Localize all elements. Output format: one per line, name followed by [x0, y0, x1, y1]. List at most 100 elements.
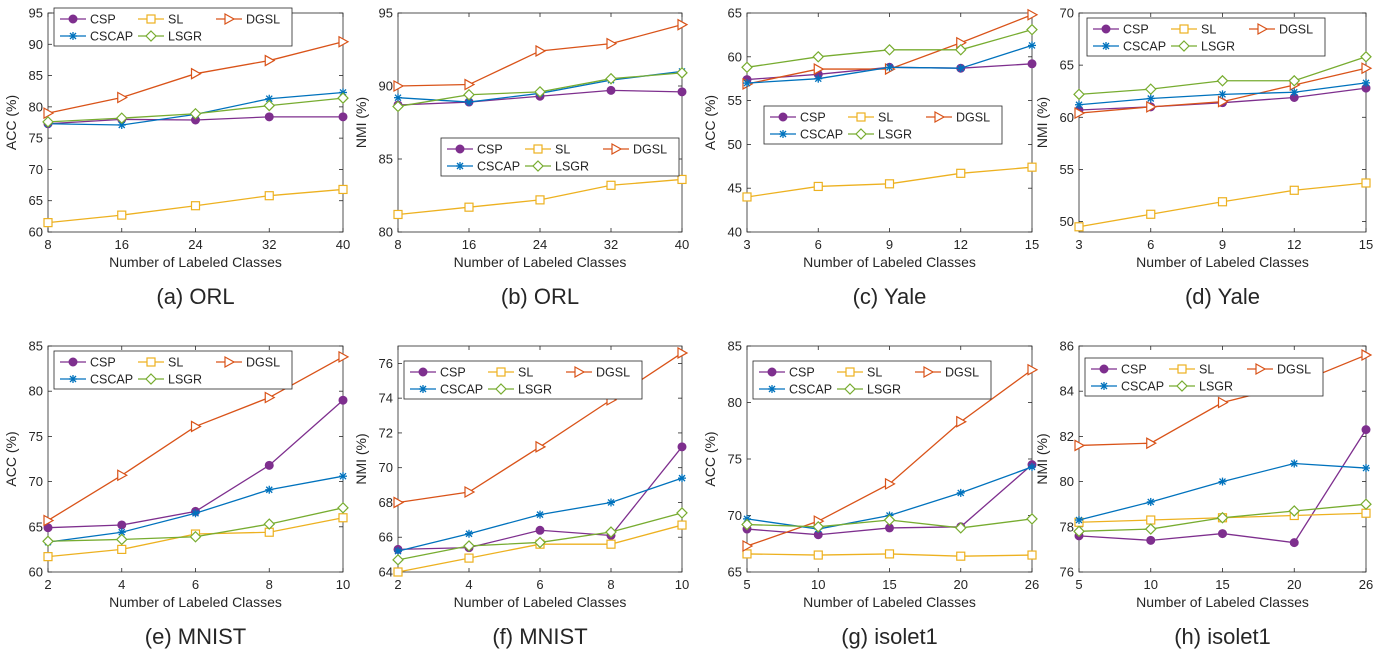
x-tick-label: 40 [675, 237, 689, 252]
data-point-lsgr [534, 85, 546, 98]
data-point-lsgr [463, 540, 475, 552]
data-point-lsgr [115, 533, 128, 546]
legend: CSP SL DGSL CSCAP LSGR [752, 360, 992, 400]
y-tick-label: 68 [379, 495, 393, 510]
legend-item-cscap: CSCAP [1091, 380, 1164, 394]
legend-marker [1178, 40, 1190, 52]
y-tick-label: 85 [379, 152, 393, 167]
data-point-lsgr [883, 43, 896, 56]
legend-item-dgsl: DGSL [1247, 363, 1311, 377]
data-point-sl [813, 550, 823, 560]
legend-label: CSP [90, 356, 116, 370]
panel-caption: (e) MNIST [145, 624, 246, 649]
legend: CSP SL DGSL CSCAP LSGR [1084, 357, 1324, 397]
legend-item-cscap: CSCAP [1093, 40, 1166, 54]
x-tick-label: 6 [536, 577, 543, 592]
data-point-dgsl [1027, 363, 1039, 376]
legend: CSP SL DGSL CSCAP LSGR [53, 350, 293, 390]
y-tick-label: 84 [1060, 384, 1074, 399]
y-tick-label: 45 [728, 181, 742, 196]
legend-item-csp: CSP [1091, 363, 1147, 377]
data-point-lsgr [1073, 525, 1085, 538]
legend-item-sl: SL [138, 356, 183, 370]
data-point-lsgr [189, 530, 202, 543]
data-point-dgsl [190, 67, 202, 80]
data-point-cscap [465, 529, 473, 538]
data-point-sl [1289, 185, 1299, 195]
x-tick-label: 10 [336, 577, 350, 592]
legend: CSP SL DGSL CSCAP LSGR [1086, 17, 1326, 57]
legend-item-dgsl: DGSL [216, 356, 280, 370]
x-tick-label: 24 [533, 237, 547, 252]
legend-label: DGSL [246, 356, 280, 370]
legend-label: SL [518, 366, 533, 380]
data-point-cscap [743, 79, 751, 88]
legend-label: CSP [90, 13, 116, 27]
data-point-csp [1146, 535, 1156, 545]
legend-label: CSP [440, 366, 466, 380]
data-point-sl [813, 181, 823, 192]
x-tick-label: 16 [115, 237, 129, 252]
data-point-dgsl [338, 350, 350, 363]
y-tick-label: 80 [29, 99, 43, 114]
y-tick-label: 78 [1060, 519, 1074, 534]
chart-panel-7: 5 10 15 20 26 65 70 75 80 85 Number of Labeled Cla… [702, 339, 1039, 650]
data-point-lsgr [1026, 513, 1038, 525]
data-point-sl [884, 549, 895, 559]
data-point-cscap [339, 472, 347, 481]
legend-item-lsgr: LSGR [525, 160, 589, 174]
data-point-lsgr [392, 100, 404, 113]
legend-label: CSCAP [800, 128, 843, 142]
data-point-dgsl [813, 63, 825, 76]
legend-marker [224, 355, 236, 369]
y-tick-label: 75 [29, 131, 43, 146]
legend-item-cscap: CSCAP [60, 30, 133, 44]
data-point-csp [338, 112, 348, 122]
y-tick-label: 76 [379, 356, 393, 371]
legend-item-lsgr: LSGR [488, 383, 552, 397]
data-point-cscap [956, 488, 965, 497]
data-point-dgsl [535, 44, 547, 57]
legend-item-cscap: CSCAP [770, 128, 843, 142]
x-tick-label: 16 [462, 237, 476, 252]
x-tick-label: 32 [604, 237, 618, 252]
y-tick-label: 85 [29, 339, 43, 354]
legend-box [1084, 357, 1324, 397]
legend-item-csp: CSP [410, 366, 466, 380]
data-point-lsgr [812, 520, 825, 533]
legend-marker [1099, 364, 1109, 374]
data-point-cscap [885, 63, 894, 72]
data-point-dgsl [1074, 439, 1086, 452]
x-axis-label: Number of Labeled Classes [803, 254, 976, 270]
x-tick-label: 8 [394, 237, 401, 252]
data-point-sl [1146, 515, 1156, 525]
y-tick-label: 80 [29, 384, 43, 399]
data-point-lsgr [605, 72, 617, 85]
legend-marker [419, 385, 427, 393]
data-point-sl [742, 549, 752, 559]
data-point-cscap [814, 74, 823, 83]
data-point-sl [742, 192, 752, 202]
data-point-sl [264, 191, 274, 201]
data-point-sl [956, 551, 966, 561]
data-point-lsgr [1026, 23, 1038, 36]
x-tick-label: 40 [336, 237, 350, 252]
legend-label: CSCAP [90, 30, 133, 44]
data-point-dgsl [1361, 349, 1373, 362]
legend-marker [923, 365, 935, 379]
data-point-dgsl [338, 35, 350, 48]
data-point-dgsl [393, 79, 405, 93]
legend: CSP SL DGSL CSCAP LSGR [403, 360, 643, 400]
x-tick-label: 15 [882, 577, 896, 592]
y-tick-label: 65 [29, 193, 43, 208]
legend-marker [532, 160, 544, 172]
y-tick-label: 55 [1060, 162, 1074, 177]
x-tick-label: 32 [262, 237, 276, 252]
y-tick-label: 64 [379, 565, 393, 580]
legend-marker [855, 128, 867, 140]
x-tick-label: 3 [1075, 237, 1082, 252]
legend-item-dgsl: DGSL [566, 366, 630, 380]
chart-panel-4: 3 6 9 12 15 50 55 60 65 70 Number of Labeled Class… [1034, 6, 1373, 310]
legend-label: LSGR [878, 128, 912, 142]
